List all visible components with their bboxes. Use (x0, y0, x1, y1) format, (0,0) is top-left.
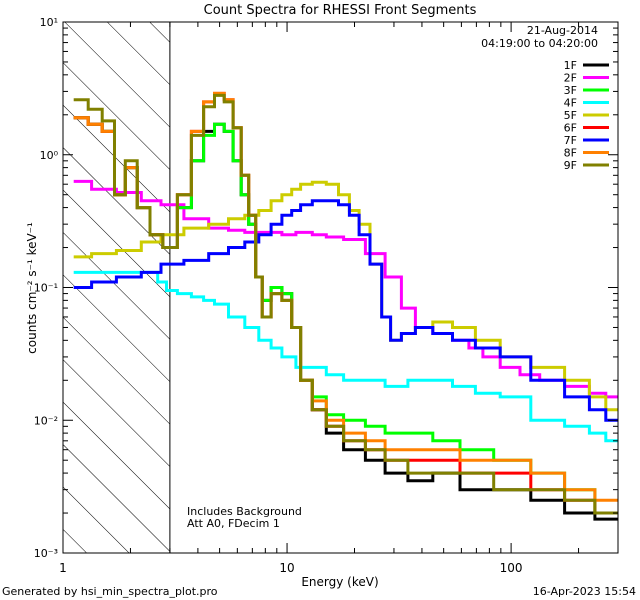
x-tick-label: 1 (59, 561, 67, 575)
y-axis: 10⁻³ 10⁻² 10⁻¹ 10⁰ 10¹ (34, 16, 618, 560)
footer-timestamp: 16-Apr-2023 15:54 (533, 585, 636, 598)
legend-label-5F: 5F (564, 109, 577, 122)
legend-label-2F: 2F (564, 72, 577, 85)
series-4F-line (73, 270, 618, 443)
series-5F-line (73, 180, 618, 412)
x-tick-label: 100 (500, 561, 523, 575)
y-tick-label: 10¹ (40, 16, 58, 29)
annotation-background: Includes Background (187, 505, 302, 518)
x-axis: 1 10 100 (59, 22, 619, 575)
x-axis-label: Energy (keV) (301, 575, 378, 589)
legend-label-4F: 4F (564, 97, 577, 110)
annotation-attenuator: Att A0, FDecim 1 (187, 517, 280, 530)
series-layer (73, 91, 618, 521)
series-7F-line (73, 199, 618, 422)
y-tick-label: 10⁰ (40, 149, 59, 162)
y-axis-label: counts cm⁻² s⁻¹ keV⁻¹ (25, 222, 39, 354)
date-label: 21-Aug-2014 (527, 24, 598, 37)
footer-generated-by: Generated by hsi_min_spectra_plot.pro (2, 585, 218, 598)
series-2F-line (73, 179, 618, 399)
legend-label-3F: 3F (564, 84, 577, 97)
time-range-label: 04:19:00 to 04:20:00 (481, 37, 598, 50)
series-9F-line (73, 93, 618, 515)
y-tick-label: 10⁻³ (34, 547, 58, 560)
legend-label-8F: 8F (564, 147, 577, 160)
legend-label-7F: 7F (564, 134, 577, 147)
y-tick-label: 10⁻¹ (34, 282, 58, 295)
legend-label-1F: 1F (564, 59, 577, 72)
chart-title: Count Spectra for RHESSI Front Segments (204, 3, 477, 18)
x-tick-label: 10 (279, 561, 294, 575)
legend-label-9F: 9F (564, 159, 577, 172)
legend-label-6F: 6F (564, 122, 577, 135)
y-tick-label: 10⁻² (34, 414, 58, 427)
